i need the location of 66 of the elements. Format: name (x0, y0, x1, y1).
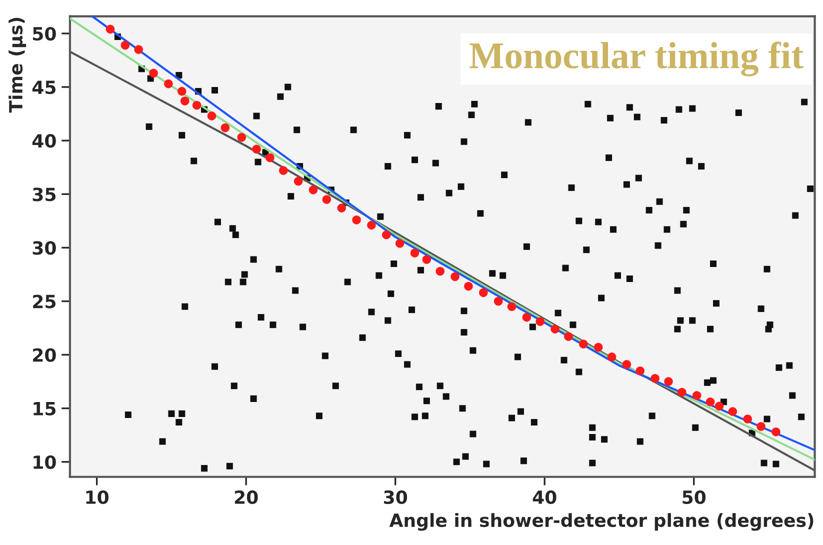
y-tick-label: 15 (34, 402, 56, 416)
point (149, 68, 158, 78)
point (772, 428, 780, 436)
point (479, 288, 488, 298)
point (706, 398, 715, 406)
point (164, 79, 173, 88)
point (322, 195, 332, 204)
y-tick-label: 10 (34, 455, 56, 469)
point (522, 312, 532, 322)
point (395, 239, 404, 248)
point (678, 388, 686, 397)
point (450, 272, 460, 281)
y-tick-label: 40 (32, 134, 56, 148)
point (714, 402, 724, 411)
point (594, 342, 603, 352)
x-tick-label: 40 (532, 490, 556, 504)
y-tick-label: 25 (33, 294, 56, 308)
point (422, 255, 432, 264)
point (756, 422, 766, 431)
point (464, 282, 473, 291)
point (550, 324, 560, 334)
point (692, 391, 702, 400)
point (308, 185, 318, 194)
point (220, 123, 230, 132)
point (636, 366, 645, 376)
point (607, 352, 616, 362)
point (367, 220, 376, 230)
point (410, 248, 420, 258)
y-tick-label: 35 (32, 188, 56, 202)
point (728, 407, 738, 416)
point (436, 266, 445, 276)
y-tick-label: 50 (33, 26, 56, 41)
point (106, 24, 115, 34)
point (180, 96, 190, 106)
point (494, 296, 503, 306)
point (207, 112, 216, 120)
point (650, 374, 660, 383)
y-axis-title: Time (μs) (8, 18, 26, 113)
point (120, 40, 130, 50)
x-tick-label: 50 (682, 490, 706, 504)
point (579, 340, 588, 348)
point (352, 215, 361, 224)
point (536, 317, 545, 326)
point (192, 100, 202, 110)
point (664, 377, 673, 386)
point (134, 45, 144, 54)
y-tick-label: 30 (32, 241, 56, 255)
point (382, 230, 391, 240)
text: Monocular timing fit (470, 42, 804, 76)
y-tick-label: 45 (32, 80, 56, 94)
point (507, 302, 516, 311)
point (279, 166, 288, 175)
point (743, 414, 752, 424)
point (564, 332, 573, 341)
point (237, 132, 246, 142)
x-tick-label: 10 (86, 490, 109, 504)
point (622, 360, 632, 369)
point (294, 176, 303, 186)
x-axis-title: Angle in shower-detector plane (degrees) (389, 513, 814, 531)
y-tick-label: 20 (33, 348, 56, 362)
point (252, 144, 261, 154)
point (337, 204, 346, 212)
point (178, 86, 186, 96)
point (266, 153, 274, 162)
x-tick-label: 30 (384, 490, 408, 504)
x-tick-label: 20 (234, 490, 258, 504)
